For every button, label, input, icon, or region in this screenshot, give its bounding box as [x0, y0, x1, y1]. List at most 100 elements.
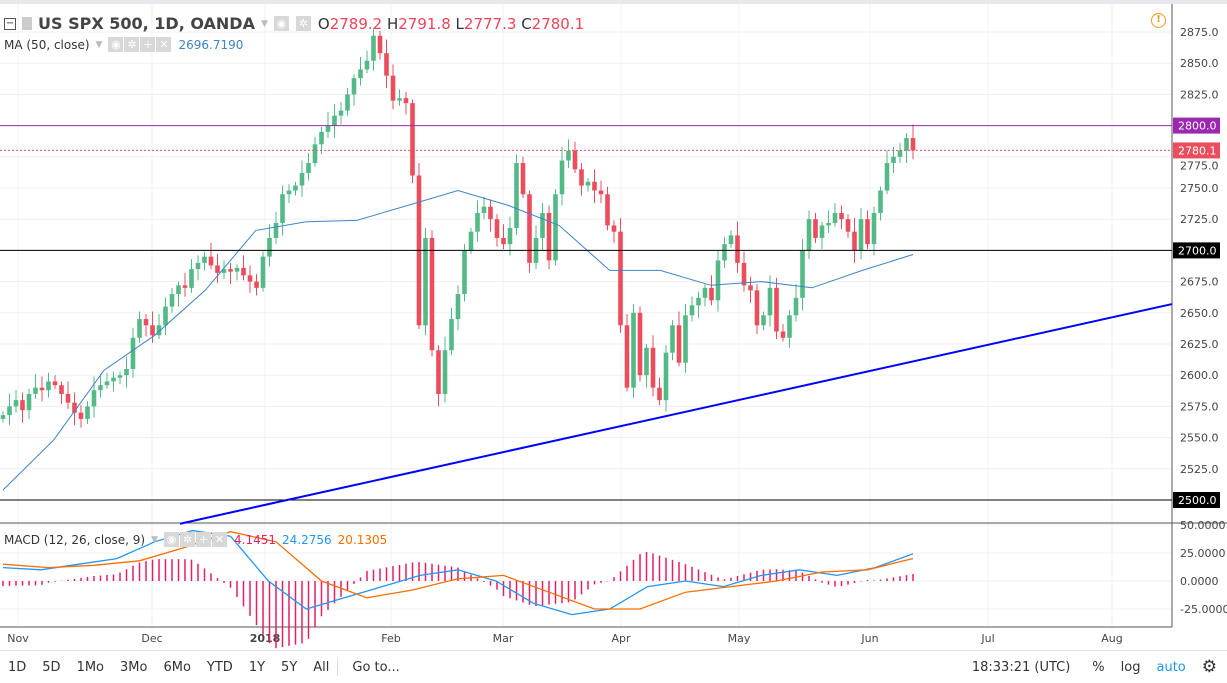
candle-body	[702, 287, 708, 298]
chevron-down-icon[interactable]: ▼	[151, 534, 159, 545]
candle-body	[878, 190, 883, 213]
candle-body	[800, 250, 805, 298]
range-all[interactable]: All	[313, 659, 330, 675]
candle	[637, 306, 643, 382]
goto-button[interactable]: Go to...	[352, 659, 400, 675]
candle	[91, 376, 97, 418]
eye-icon[interactable]: ◉	[164, 532, 180, 547]
candle	[631, 304, 636, 398]
range-1mo[interactable]: 1Mo	[76, 659, 105, 675]
gear-icon[interactable]: ⚙	[1201, 657, 1217, 677]
candle-body	[325, 125, 331, 132]
percent-toggle[interactable]: %	[1092, 659, 1105, 675]
price-tick-label: 2575.0	[1180, 400, 1219, 413]
range-5y[interactable]: 5Y	[281, 659, 298, 675]
alert-icon[interactable]: !	[1151, 13, 1166, 28]
candle-body	[793, 297, 799, 316]
candle	[410, 99, 415, 184]
candle-body	[384, 53, 389, 76]
candle	[910, 124, 916, 160]
candle	[650, 335, 656, 397]
candle-body	[72, 402, 77, 413]
plus-icon[interactable]: +	[140, 37, 156, 52]
candle-body	[228, 269, 233, 272]
candle	[7, 393, 12, 426]
candle-body	[871, 212, 877, 245]
utc-time[interactable]: 18:33:21 (UTC)	[971, 659, 1071, 675]
chevron-down-icon[interactable]: ▼	[95, 39, 103, 50]
price-chart[interactable]: 2875.0 2850.0 2825.0 2775.0 2750.0 2725.0 2675…	[0, 0, 1227, 650]
candle-body	[670, 325, 675, 353]
candle	[124, 356, 129, 388]
price-tick-label: 2625.0	[1180, 338, 1219, 351]
candle	[319, 126, 324, 155]
candle	[845, 214, 851, 238]
gear-icon[interactable]: ✲	[180, 532, 196, 547]
candle-body	[78, 412, 84, 419]
candle	[397, 89, 402, 106]
candle	[683, 304, 688, 373]
candle-body	[806, 219, 812, 251]
signal-value: 20.1305	[337, 532, 388, 547]
candle-body	[865, 219, 870, 245]
candle	[221, 260, 227, 280]
chevron-down-icon[interactable]: ▼	[260, 18, 268, 29]
eye-icon[interactable]: ◉	[108, 37, 124, 52]
candle	[878, 186, 883, 221]
candle	[351, 74, 357, 106]
candle	[501, 224, 506, 250]
close-icon[interactable]: ✕	[156, 37, 172, 52]
candle	[598, 180, 604, 203]
candle	[787, 310, 792, 348]
candle-body	[611, 225, 617, 232]
top-strip	[0, 0, 1227, 4]
date-label: May	[728, 632, 751, 645]
gear-icon[interactable]: ✲	[124, 37, 140, 52]
candle-body	[306, 163, 311, 174]
auto-toggle[interactable]: auto	[1156, 659, 1186, 675]
candle-body	[709, 287, 714, 301]
candle	[364, 50, 370, 74]
close-icon[interactable]: ✕	[212, 532, 228, 547]
range-6mo[interactable]: 6Mo	[163, 659, 191, 675]
candle-body	[7, 406, 12, 416]
range-5d[interactable]: 5D	[42, 659, 61, 675]
log-toggle[interactable]: log	[1120, 659, 1141, 675]
gear-icon[interactable]: ✲	[295, 16, 311, 31]
plus-icon[interactable]: +	[196, 532, 212, 547]
candle-body	[98, 385, 103, 391]
candle-body	[598, 190, 604, 195]
macd-label[interactable]: MACD (12, 26, close, 9)	[4, 532, 146, 547]
candle	[839, 205, 844, 230]
eye-icon[interactable]: ◉	[273, 16, 289, 31]
candle-body	[657, 387, 662, 401]
candle-body	[403, 98, 409, 104]
candle	[540, 202, 545, 251]
candle	[800, 239, 805, 311]
candle-body	[436, 350, 441, 394]
symbol-title[interactable]: US SPX 500, 1D, OANDA	[38, 14, 255, 33]
candle-body	[280, 194, 285, 223]
candle	[871, 206, 877, 256]
candle-body	[423, 237, 428, 326]
price-tick-label: 2525.0	[1180, 463, 1219, 476]
price-tick-label: 2725.0	[1180, 213, 1219, 226]
range-3mo[interactable]: 3Mo	[120, 659, 148, 675]
candle	[527, 190, 532, 273]
range-1y[interactable]: 1Y	[248, 659, 266, 675]
close-value: 2780.1	[531, 14, 585, 33]
range-ytd[interactable]: YTD	[206, 659, 233, 675]
candle-body	[202, 256, 207, 263]
symbol-legend: − US SPX 500, 1D, OANDA ▼ ◉ ✲ O2789.2 H27…	[4, 14, 584, 33]
range-1d[interactable]: 1D	[8, 659, 27, 675]
candle-body	[143, 319, 149, 326]
candle-body	[442, 350, 448, 394]
ma-label[interactable]: MA (50, close)	[4, 37, 90, 52]
candle-body	[189, 269, 194, 288]
candle	[169, 287, 175, 313]
candle	[189, 259, 194, 293]
candle	[455, 285, 461, 331]
collapse-icon[interactable]: −	[4, 17, 16, 30]
candle	[780, 324, 786, 342]
candle	[624, 314, 630, 392]
